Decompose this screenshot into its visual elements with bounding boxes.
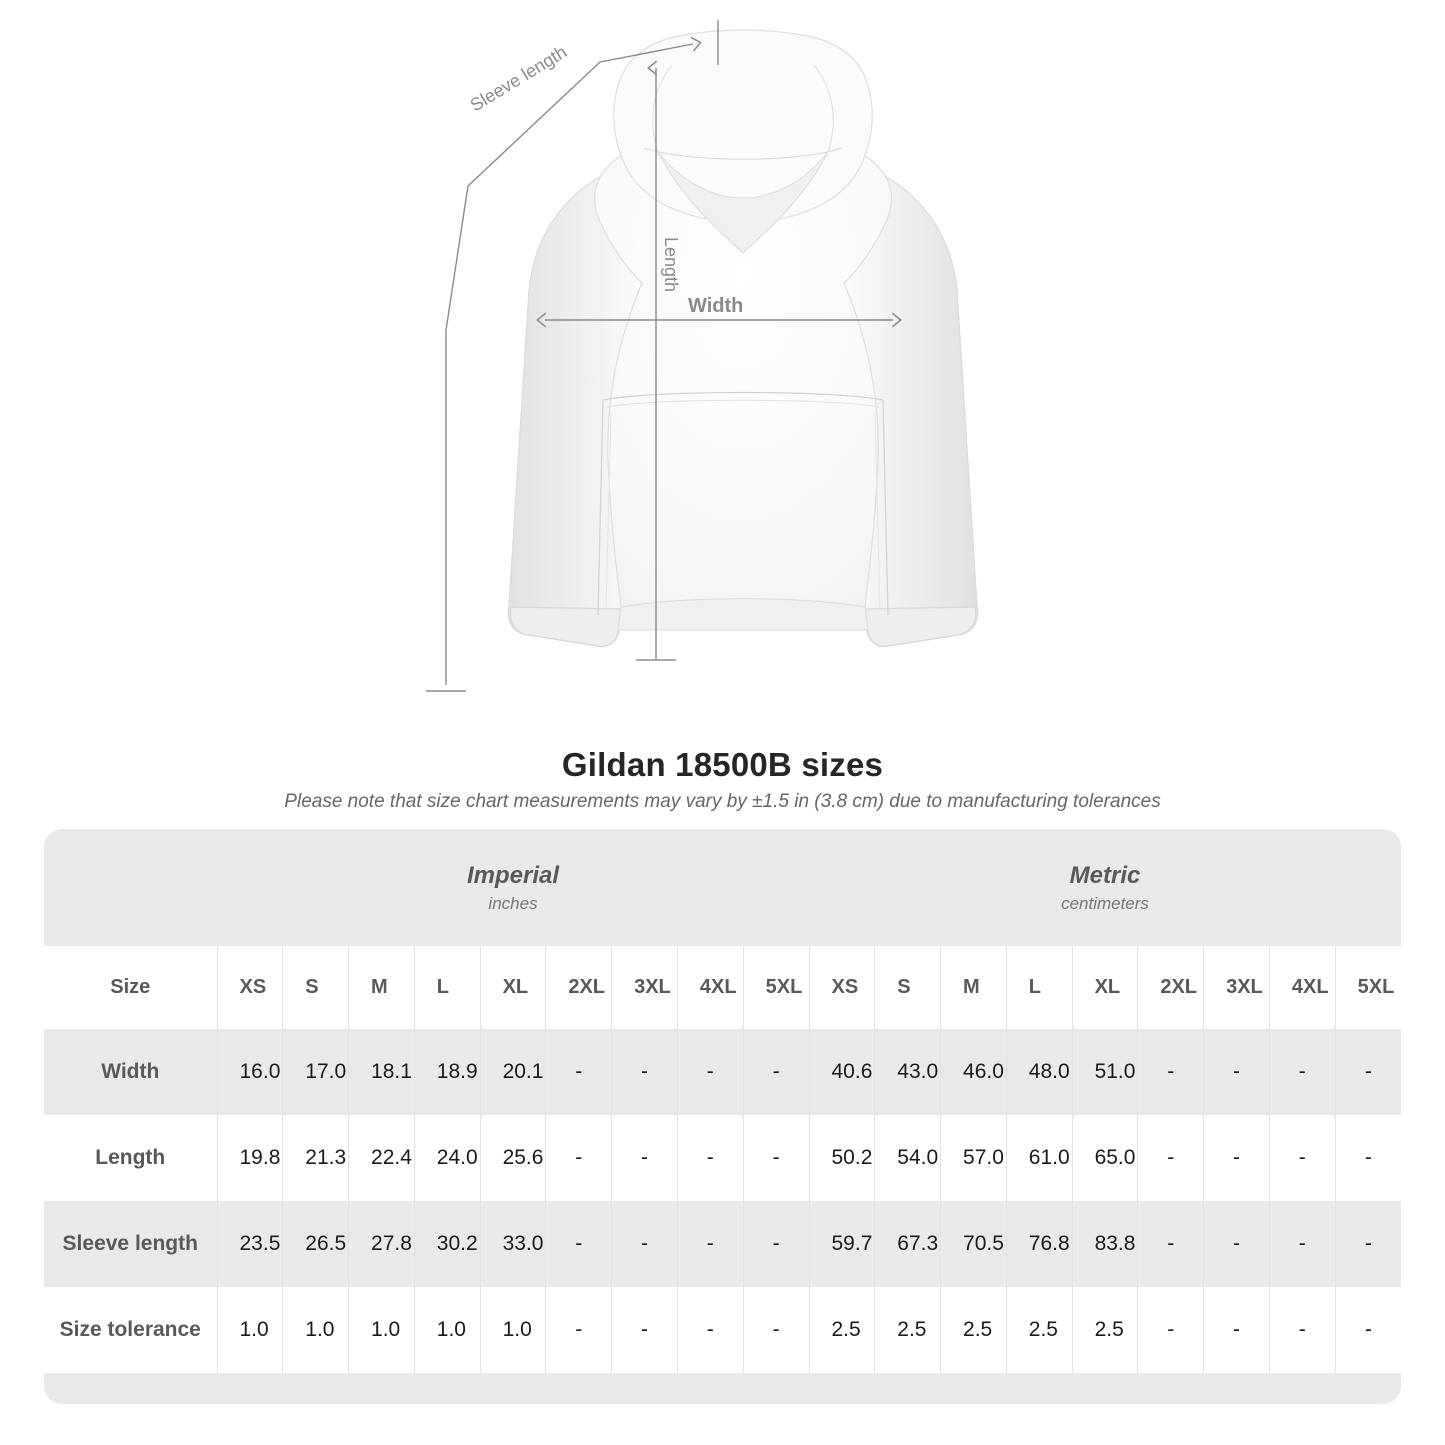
svg-text:Length: Length — [661, 237, 681, 292]
svg-text:Width: Width — [688, 295, 743, 317]
